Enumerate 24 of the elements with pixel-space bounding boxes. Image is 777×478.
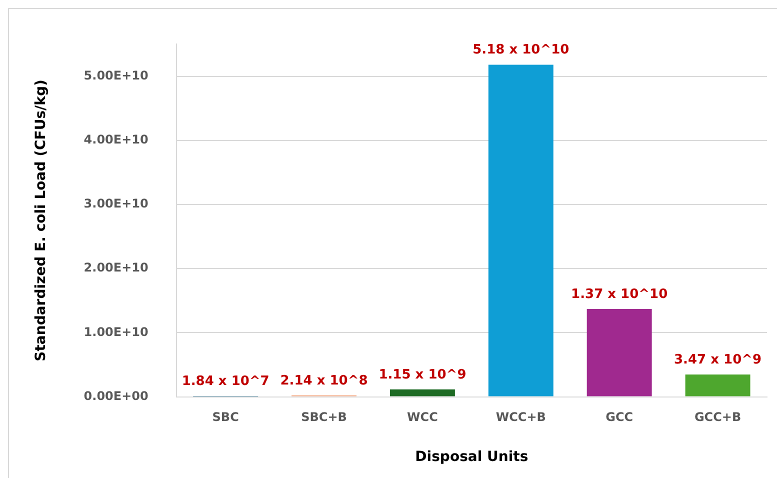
x-tick-label: GCC+B <box>694 410 742 424</box>
bar <box>390 389 455 396</box>
x-tick-label: GCC <box>606 410 634 424</box>
bar <box>586 308 652 396</box>
y-tick-label: 5.00E+10 <box>84 68 148 82</box>
y-axis-title: Standardized E. coli Load (CFUs/kg) <box>33 80 50 362</box>
x-tick-label: WCC <box>407 410 438 424</box>
x-tick-label: SBC+B <box>301 410 347 424</box>
data-label: 1.37 x 10^10 <box>571 286 668 302</box>
y-tick-label: 2.00E+10 <box>84 260 148 275</box>
bar <box>685 374 750 396</box>
x-axis-title: Disposal Units <box>415 449 528 466</box>
y-tick-label: 4.00E+10 <box>84 132 148 146</box>
x-tick-label: SBC <box>212 410 240 424</box>
y-tick-label: 0.00E+00 <box>84 388 148 403</box>
data-label: 5.18 x 10^10 <box>472 42 570 58</box>
y-tick-label: 1.00E+10 <box>84 324 148 339</box>
x-tick-label: WCC+B <box>496 410 546 424</box>
data-label: 3.47 x 10^9 <box>674 352 762 368</box>
data-label: 2.14 x 10^8 <box>280 373 368 388</box>
y-tick-label: 3.00E+10 <box>84 196 148 211</box>
bar <box>488 64 554 396</box>
data-label: 1.15 x 10^9 <box>378 367 466 382</box>
data-label: 1.84 x 10^7 <box>182 374 270 390</box>
